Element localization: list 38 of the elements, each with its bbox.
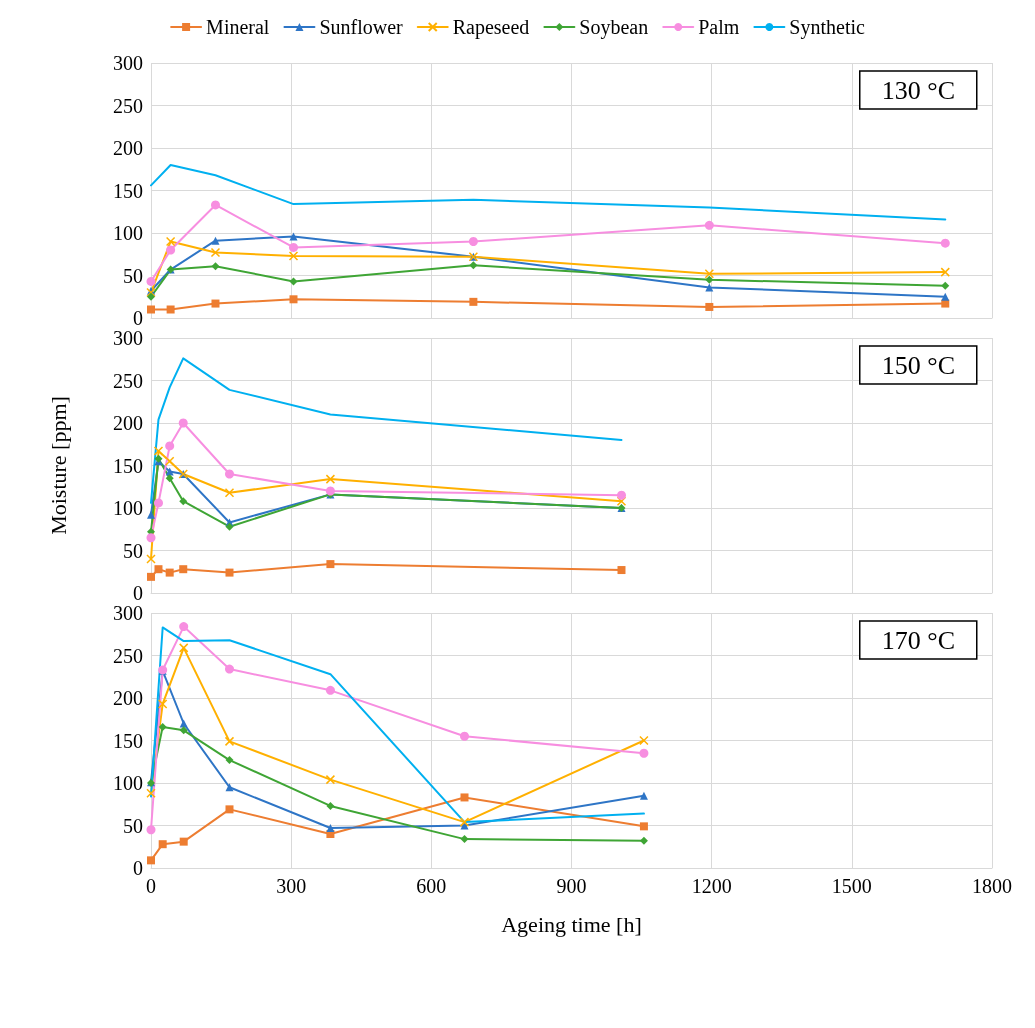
x-tick-label: 1800: [972, 875, 1012, 897]
x-tick-label: 1200: [691, 875, 732, 897]
text: 130 °C: [881, 75, 956, 105]
x-tick-label: 300: [276, 875, 307, 897]
legend-label: Synthetic: [789, 16, 866, 39]
y-tick-label: 250: [113, 369, 143, 392]
y-tick-label: 150: [113, 179, 143, 202]
y-tick-label: 300: [113, 52, 143, 74]
legend-label: Rapeseed: [452, 16, 530, 39]
text: 170 °C: [881, 625, 956, 655]
y-tick-label: 0: [133, 307, 143, 329]
y-tick-label: 200: [113, 687, 143, 709]
legend-label: Palm: [698, 16, 740, 38]
y-tick-label: 100: [113, 497, 143, 519]
y-tick-label: 150: [113, 454, 143, 477]
y-axis-title: Moisture [ppm]: [45, 396, 71, 535]
y-tick-label: 200: [113, 412, 143, 434]
y-tick-label: 0: [133, 857, 143, 879]
x-axis-title: Ageing time [h]: [501, 911, 642, 937]
x-tick-label: 1500: [831, 875, 872, 897]
legend-label: Soybean: [579, 16, 649, 39]
y-tick-label: 50: [123, 814, 143, 837]
y-tick-label: 0: [133, 582, 143, 604]
text: 150 °C: [881, 350, 956, 380]
y-tick-label: 250: [113, 644, 143, 667]
x-tick-label: 600: [416, 875, 447, 897]
y-tick-label: 100: [113, 772, 143, 794]
x-tick-label: 900: [556, 875, 587, 897]
y-tick-label: 100: [113, 222, 143, 244]
y-tick-label: 300: [113, 602, 143, 624]
y-tick-label: 50: [123, 264, 143, 287]
legend-label: Mineral: [206, 16, 270, 38]
legend-label: Sunflower: [319, 16, 404, 38]
y-tick-label: 200: [113, 137, 143, 159]
y-tick-label: 300: [113, 327, 143, 349]
y-tick-label: 50: [123, 539, 143, 562]
y-tick-label: 250: [113, 94, 143, 117]
y-tick-label: 150: [113, 729, 143, 752]
